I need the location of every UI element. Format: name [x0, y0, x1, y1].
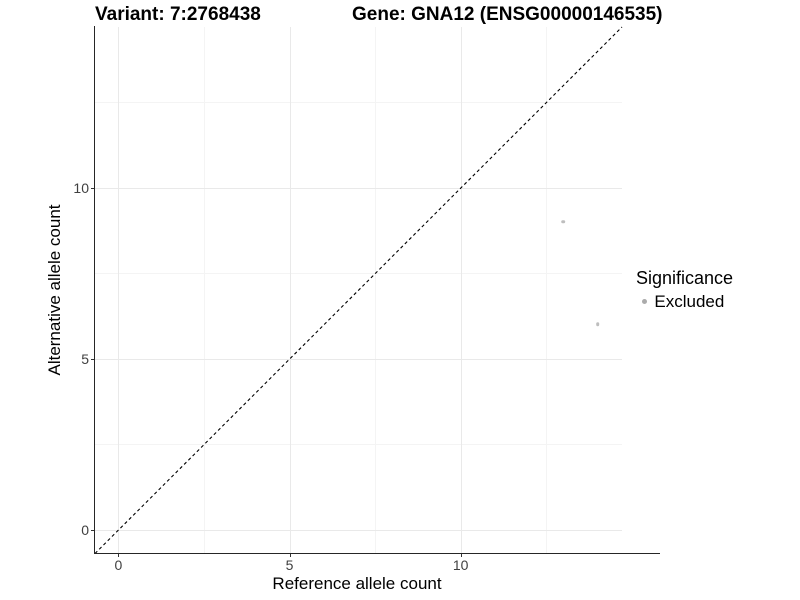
y-tick-label: 0 — [81, 521, 89, 538]
y-tick-mark — [90, 187, 94, 189]
plot-title-variant: Variant: 7:2768438 — [95, 4, 261, 25]
legend-item-excluded: Excluded — [636, 292, 733, 311]
plot-panel — [94, 26, 622, 554]
x-tick-mark — [289, 553, 291, 557]
y-axis-line — [93, 26, 95, 554]
x-minor-gridline — [204, 27, 205, 554]
x-axis-line — [93, 552, 660, 554]
y-major-gridline — [94, 529, 622, 531]
data-point — [561, 220, 566, 224]
identity-line-layer — [94, 26, 622, 554]
x-tick-mark — [118, 553, 120, 557]
y-major-gridline — [94, 358, 622, 360]
data-point — [595, 322, 600, 327]
y-major-gridline — [94, 187, 622, 189]
y-minor-gridline — [94, 273, 622, 275]
identity-dashed-line — [94, 26, 622, 554]
y-axis-title: Alternative allele count — [45, 204, 64, 376]
legend-title: Significance — [636, 268, 734, 288]
x-tick-label: 10 — [452, 557, 469, 573]
y-tick-mark — [90, 358, 94, 360]
x-minor-gridline — [546, 27, 548, 554]
x-minor-gridline — [375, 27, 377, 554]
legend-item-label: Excluded — [654, 292, 725, 311]
x-axis-title: Reference allele count — [272, 574, 442, 593]
legend-key-dot-icon — [642, 298, 648, 305]
y-minor-gridline — [94, 102, 622, 104]
x-major-gridline — [118, 27, 120, 554]
x-tick-label: 5 — [285, 557, 294, 573]
legend: Significance Excluded — [636, 268, 733, 311]
x-major-gridline — [289, 27, 291, 554]
y-tick-mark — [90, 529, 94, 531]
y-tick-label: 5 — [81, 350, 89, 367]
x-tick-label: 0 — [114, 557, 123, 573]
x-major-gridline — [460, 27, 462, 554]
y-minor-gridline — [94, 444, 622, 446]
x-tick-mark — [460, 553, 462, 557]
plot-title-gene: Gene: GNA12 (ENSG00000146535) — [352, 4, 663, 25]
y-tick-label: 10 — [73, 179, 89, 196]
